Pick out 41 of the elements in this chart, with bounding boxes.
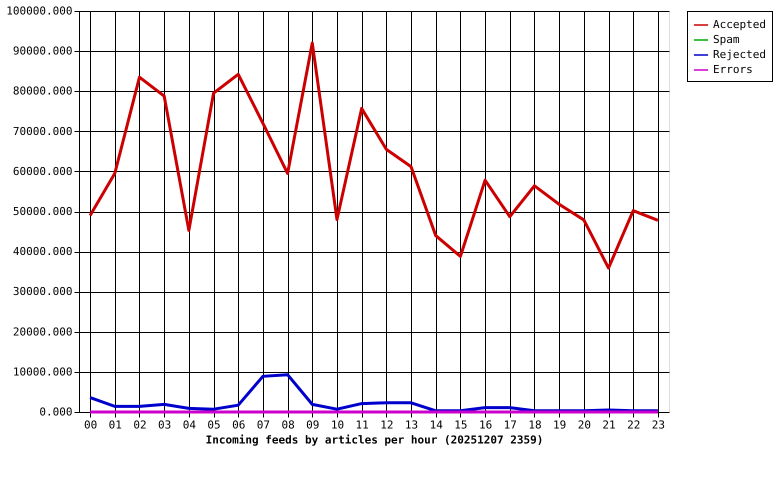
x-axis-title: Incoming feeds by articles per hour (20251207 2359) [206, 434, 544, 446]
y-tick-label: 60000.000 [12, 164, 72, 178]
y-tick-label: 40000.000 [12, 245, 72, 258]
x-tick-label: 07 [256, 418, 270, 432]
x-tick-label: 06 [232, 418, 246, 432]
x-tick-label: 15 [454, 418, 468, 432]
y-tick-label: 10000.000 [12, 365, 72, 378]
y-tick-label: 30000.000 [12, 285, 72, 298]
y-tick-label: 50000.000 [12, 205, 72, 218]
x-tick-label: 19 [553, 418, 566, 432]
x-tick-label: 14 [430, 418, 444, 432]
x-tick-label: 12 [380, 418, 394, 432]
x-tick-label: 03 [158, 418, 172, 432]
x-tick-label: 18 [528, 418, 542, 432]
x-tick-label: 00 [84, 418, 98, 432]
x-tick-label: 02 [133, 418, 147, 432]
y-tick-label: 90000.000 [12, 44, 72, 58]
legend-label: Spam [713, 33, 740, 46]
x-tick-label: 11 [356, 418, 369, 432]
y-tick-label: 100000.000 [6, 4, 72, 18]
x-tick-label: 23 [652, 418, 666, 432]
x-tick-label: 05 [207, 418, 221, 432]
x-tick-label: 17 [504, 418, 517, 432]
x-tick-label: 09 [306, 418, 320, 432]
legend-label: Rejected [713, 48, 766, 61]
x-tick-label: 04 [182, 418, 196, 432]
y-tick-label: 70000.000 [12, 124, 72, 138]
x-tick-label: 13 [404, 418, 418, 432]
x-tick-label: 20 [578, 418, 591, 432]
legend-label: Errors [713, 63, 753, 76]
x-tick-label: 21 [602, 418, 616, 432]
x-tick-label: 10 [330, 418, 344, 432]
y-tick-label: 80000.000 [12, 84, 72, 98]
x-tick-label: 01 [108, 418, 122, 432]
line-series [88, 42, 660, 270]
x-tick-label: 22 [627, 418, 640, 432]
y-tick-label: 0.000 [39, 406, 72, 418]
y-tick-label: 20000.000 [12, 325, 72, 338]
x-tick-label: 08 [281, 418, 295, 432]
x-tick-label: 16 [478, 418, 492, 432]
legend-label: Accepted [713, 18, 766, 31]
